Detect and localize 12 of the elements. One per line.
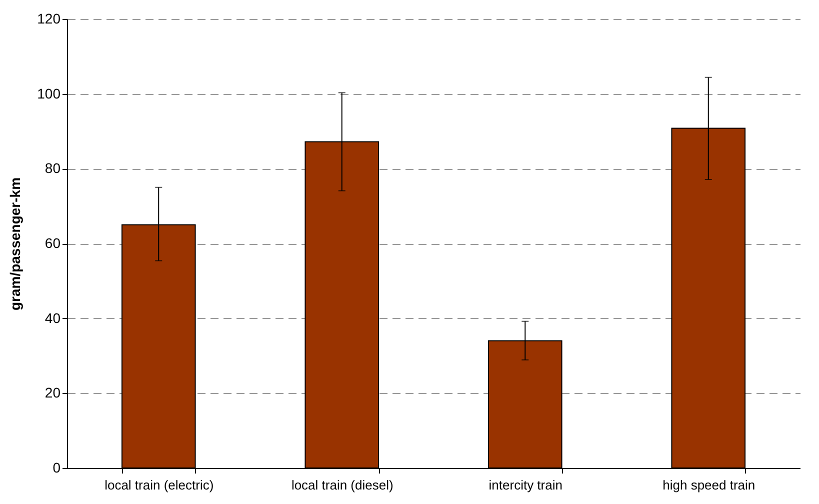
y-tick-label: 120 (37, 10, 61, 26)
y-tick-label: 100 (37, 85, 61, 102)
y-tick-label: 80 (44, 160, 61, 176)
y-tick-label: 0 (52, 460, 61, 476)
x-tick-label: local train (electric) (104, 478, 214, 492)
x-tick-label: high speed train (662, 478, 756, 492)
x-tick-label: intercity train (488, 478, 562, 492)
y-tick-label: 40 (44, 310, 61, 326)
y-tick-label: 60 (44, 235, 61, 251)
x-tick-label: local train (diesel) (291, 478, 394, 492)
y-axis-title: gram/passenger-km (7, 177, 24, 311)
y-tick-label: 20 (44, 384, 61, 401)
